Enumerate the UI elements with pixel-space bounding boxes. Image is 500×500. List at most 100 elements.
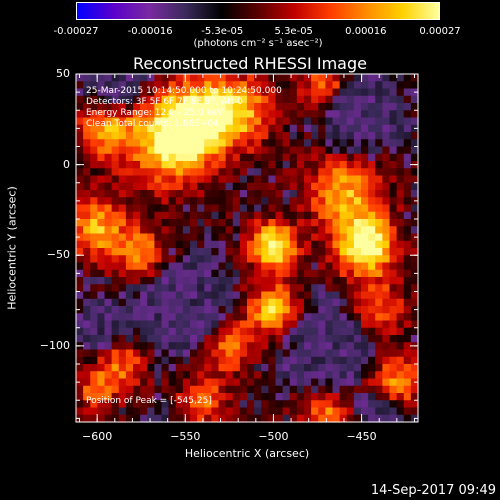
heatmap-cell — [104, 291, 113, 300]
heatmap-cell — [154, 95, 163, 104]
heatmap-cell — [339, 117, 348, 126]
heatmap-cell — [375, 356, 383, 365]
heatmap-cell — [311, 103, 319, 111]
heatmap-cell — [83, 197, 91, 206]
heatmap-cell — [161, 327, 170, 336]
heatmap-cell — [353, 211, 362, 220]
heatmap-cell — [325, 182, 334, 191]
heatmap-cell — [90, 153, 98, 162]
heatmap-cell — [118, 313, 127, 322]
heatmap-cell — [375, 262, 383, 271]
heatmap-cell — [332, 233, 341, 242]
heatmap-cell — [218, 284, 227, 293]
heatmap-cell — [289, 153, 298, 162]
heatmap-cell — [239, 146, 248, 155]
heatmap-cell — [147, 400, 155, 409]
heatmap-cell — [175, 306, 184, 314]
heatmap-cell — [111, 255, 120, 264]
heatmap-cell — [353, 103, 362, 111]
heatmap-cell — [382, 175, 391, 184]
heatmap-cell — [147, 117, 155, 126]
heatmap-cell — [318, 313, 326, 322]
heatmap-cell — [275, 117, 284, 126]
heatmap-cell — [289, 197, 298, 206]
heatmap-cell — [168, 175, 177, 184]
heatmap-cell — [247, 204, 255, 213]
heatmap-cell — [154, 277, 163, 285]
heatmap-cell — [161, 335, 170, 343]
heatmap-cell — [83, 153, 91, 162]
heatmap-cell — [175, 240, 184, 249]
heatmap-cell — [361, 284, 369, 293]
heatmap-cell — [375, 320, 383, 329]
heatmap-cell — [289, 262, 298, 271]
heatmap-cell — [268, 168, 277, 177]
heatmap-cell — [389, 364, 398, 372]
heatmap-cell — [104, 161, 113, 169]
heatmap-cell — [410, 81, 419, 90]
heatmap-cell — [282, 284, 291, 293]
heatmap-cell — [268, 132, 277, 140]
heatmap-cell — [154, 168, 163, 177]
heatmap-cell — [346, 306, 355, 314]
heatmap-cell — [396, 81, 405, 90]
heatmap-cell — [90, 255, 98, 264]
heatmap-cell — [304, 407, 312, 416]
heatmap-cell — [118, 385, 127, 394]
heatmap-cell — [332, 262, 341, 271]
heatmap-cell — [325, 349, 334, 358]
heatmap-cell — [211, 211, 220, 220]
heatmap-cell — [382, 298, 391, 307]
heatmap-cell — [161, 161, 170, 169]
heatmap-cell — [325, 269, 334, 278]
heatmap-cell — [204, 269, 212, 278]
heatmap-cell — [368, 110, 376, 119]
heatmap-cell — [104, 219, 113, 227]
heatmap-cell — [97, 81, 106, 90]
heatmap-cell — [346, 327, 355, 336]
heatmap-cell — [218, 364, 227, 372]
heatmap-cell — [389, 233, 398, 242]
heatmap-cell — [83, 255, 91, 264]
heatmap-cell — [296, 226, 305, 235]
heatmap-cell — [268, 400, 277, 409]
heatmap-cell — [296, 190, 305, 198]
heatmap-cell — [311, 349, 319, 358]
heatmap-cell — [118, 284, 127, 293]
heatmap-cell — [368, 342, 376, 351]
heatmap-cell — [403, 269, 412, 278]
heatmap-cell — [90, 132, 98, 140]
heatmap-cell — [353, 81, 362, 90]
heatmap-cell — [104, 103, 113, 111]
heatmap-cell — [133, 233, 141, 242]
heatmap-cell — [282, 327, 291, 336]
heatmap-cell — [282, 81, 291, 90]
heatmap-cell — [175, 153, 184, 162]
heatmap-cell — [90, 88, 98, 97]
heatmap-cell — [232, 139, 241, 148]
heatmap-cell — [239, 291, 248, 300]
heatmap-cell — [218, 103, 227, 111]
heatmap-cell — [410, 95, 419, 104]
heatmap-cell — [190, 327, 198, 336]
heatmap-cell — [83, 211, 91, 220]
heatmap-cell — [97, 74, 106, 82]
heatmap-cell — [190, 190, 198, 198]
heatmap-cell — [104, 182, 113, 191]
heatmap-cell — [211, 356, 220, 365]
heatmap-cell — [111, 393, 120, 401]
heatmap-cell — [111, 306, 120, 314]
heatmap-cell — [282, 291, 291, 300]
heatmap-cell — [396, 88, 405, 97]
heatmap-cell — [261, 153, 269, 162]
heatmap-cell — [403, 356, 412, 365]
heatmap-cell — [410, 291, 419, 300]
heatmap-cell — [118, 190, 127, 198]
heatmap-cell — [289, 190, 298, 198]
heatmap-cell — [403, 298, 412, 307]
heatmap-cell — [104, 371, 113, 380]
heatmap-cell — [239, 414, 248, 423]
heatmap-cell — [254, 117, 262, 126]
heatmap-cell — [403, 400, 412, 409]
heatmap-cell — [225, 306, 234, 314]
